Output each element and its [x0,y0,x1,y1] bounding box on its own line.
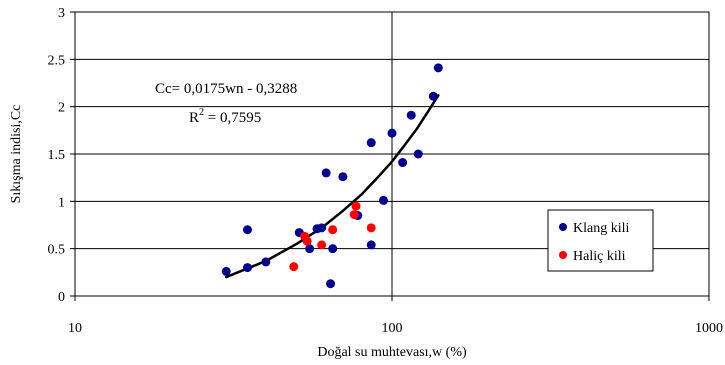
x-tick-label-1: 100 [382,321,403,336]
point-series1-7 [366,223,376,233]
point-series1-0 [289,262,299,272]
legend-marker-klang-kili [559,223,567,231]
point-series0-20 [428,91,438,101]
legend-label-klang-kili: Klang kili [573,221,629,236]
point-series1-6 [351,201,361,211]
x-axis-label: Doğal su muhtevası,w (%) [317,345,467,360]
y-tick-label-1: 0.5 [48,243,66,258]
point-series0-21 [433,63,443,73]
point-series0-17 [398,158,408,168]
point-series1-5 [349,210,359,220]
point-series0-15 [378,195,388,205]
legend-box [547,209,654,272]
x-tick-label-2: 1000 [695,321,723,336]
y-tick-label-0: 0 [58,290,65,305]
y-tick-label-5: 2.5 [48,53,66,68]
y-tick-label-6: 3 [58,6,65,21]
point-series0-14 [366,240,376,250]
y-tick-label-4: 2 [58,101,65,116]
r-squared-label: R2 = 0,7595 [189,107,261,126]
r-squared-value: = 0,7595 [204,110,261,126]
point-series0-16 [387,128,397,138]
legend-label-halic-kili: Haliç kili [573,249,626,264]
point-series0-5 [305,244,315,254]
point-series0-11 [338,172,348,182]
trend-layer [225,94,440,279]
point-series0-3 [261,257,271,267]
trendline-equation: Cc= 0,0175wn - 0,3288 [155,81,297,97]
y-tick-label-3: 1.5 [48,148,66,163]
point-series1-2 [302,236,312,246]
x-tick-label-0: 10 [68,321,82,336]
point-series0-18 [406,110,416,120]
point-series0-9 [326,279,336,289]
point-series0-0 [221,266,231,276]
point-series0-19 [413,149,423,159]
trendline [225,94,440,279]
legend: Klang kili Haliç kili [547,209,654,272]
y-axis-label: Sıkışma indisi,Cc [9,105,24,204]
y-tick-label-2: 1 [58,195,65,210]
tick-layer: 0 0.5 1 1.5 2 2.5 3 10 100 1000 [48,6,724,336]
r-squared-exponent: 2 [199,107,204,118]
point-layer [221,63,443,289]
r-squared-prefix: R [189,110,199,126]
point-series0-2 [242,263,252,273]
point-series1-4 [328,225,338,235]
legend-marker-halic-kili [559,251,567,259]
point-series0-10 [328,244,338,254]
point-series0-8 [321,168,331,178]
point-series0-7 [317,223,327,233]
point-series0-1 [242,225,252,235]
point-series1-3 [317,240,327,250]
point-series0-13 [366,138,376,148]
